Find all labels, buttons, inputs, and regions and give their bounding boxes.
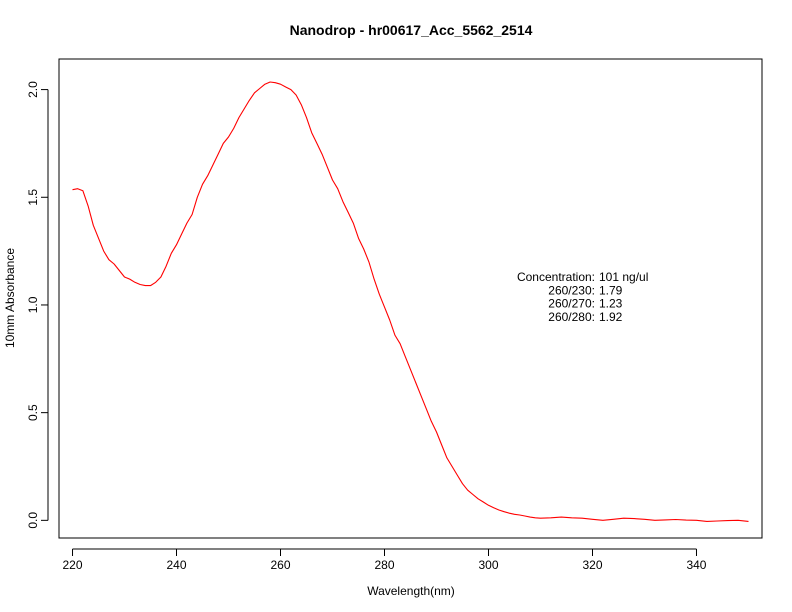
- x-tick-label: 260: [270, 558, 290, 572]
- plot-frame: [58, 58, 763, 539]
- y-tick-label: 1.5: [26, 189, 40, 206]
- x-tick-label: 280: [374, 558, 394, 572]
- y-tick-label: 1.0: [26, 296, 40, 313]
- x-tick-label: 300: [478, 558, 498, 572]
- y-axis-label: 10mm Absorbance: [3, 248, 17, 348]
- measurement-annotations: Concentration: 101 ng/ul 260/230: 1.79 260/2…: [517, 270, 648, 324]
- annotation-label: 260/280:: [548, 310, 595, 324]
- x-tick-label: 320: [582, 558, 602, 572]
- x-tick-label: 220: [63, 558, 83, 572]
- annotation-label: 260/270:: [548, 297, 595, 311]
- annotation-value: 1.79: [599, 283, 623, 297]
- x-tick-label: 240: [166, 558, 186, 572]
- y-tick-label: 0.0: [26, 512, 40, 529]
- x-tick-label: 340: [686, 558, 706, 572]
- annotation-label: 260/230:: [548, 283, 595, 297]
- y-tick-label: 0.5: [26, 404, 40, 421]
- y-axis: 0.0 0.5 1.0 1.5 2.0: [26, 81, 49, 529]
- absorbance-series-line: [72, 81, 749, 522]
- x-axis: 220 240 260 280 300 320 340: [63, 548, 707, 572]
- annotation-value: 1.92: [599, 310, 623, 324]
- annotation-value: 1.23: [599, 297, 623, 311]
- annotation-label: Concentration:: [517, 270, 595, 284]
- x-axis-label: Wavelength(nm): [367, 584, 455, 598]
- y-tick-label: 2.0: [26, 81, 40, 98]
- chart-title: Nanodrop - hr00617_Acc_5562_2514: [290, 22, 533, 38]
- annotation-value: 101 ng/ul: [599, 270, 648, 284]
